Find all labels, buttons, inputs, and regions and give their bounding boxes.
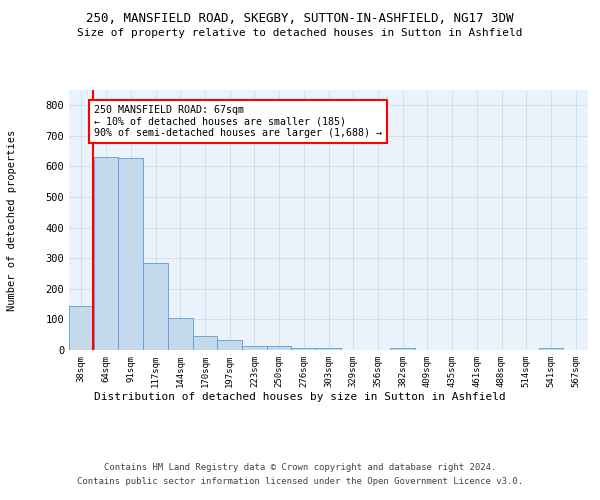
Text: Contains HM Land Registry data © Crown copyright and database right 2024.: Contains HM Land Registry data © Crown c…	[104, 462, 496, 471]
Text: Distribution of detached houses by size in Sutton in Ashfield: Distribution of detached houses by size …	[94, 392, 506, 402]
Text: Size of property relative to detached houses in Sutton in Ashfield: Size of property relative to detached ho…	[77, 28, 523, 38]
Bar	[242, 346, 267, 350]
Text: 250, MANSFIELD ROAD, SKEGBY, SUTTON-IN-ASHFIELD, NG17 3DW: 250, MANSFIELD ROAD, SKEGBY, SUTTON-IN-A…	[86, 12, 514, 26]
Bar	[267, 346, 292, 350]
Bar	[193, 336, 217, 350]
Bar	[69, 306, 94, 350]
Bar	[390, 348, 415, 350]
Bar	[118, 158, 143, 350]
Text: Number of detached properties: Number of detached properties	[7, 130, 17, 310]
Bar	[217, 340, 242, 350]
Bar	[143, 263, 168, 350]
Bar	[292, 348, 316, 350]
Text: Contains public sector information licensed under the Open Government Licence v3: Contains public sector information licen…	[77, 478, 523, 486]
Bar	[94, 158, 118, 350]
Bar	[316, 348, 341, 350]
Text: 250 MANSFIELD ROAD: 67sqm
← 10% of detached houses are smaller (185)
90% of semi: 250 MANSFIELD ROAD: 67sqm ← 10% of detac…	[94, 106, 382, 138]
Bar	[539, 348, 563, 350]
Bar	[168, 318, 193, 350]
